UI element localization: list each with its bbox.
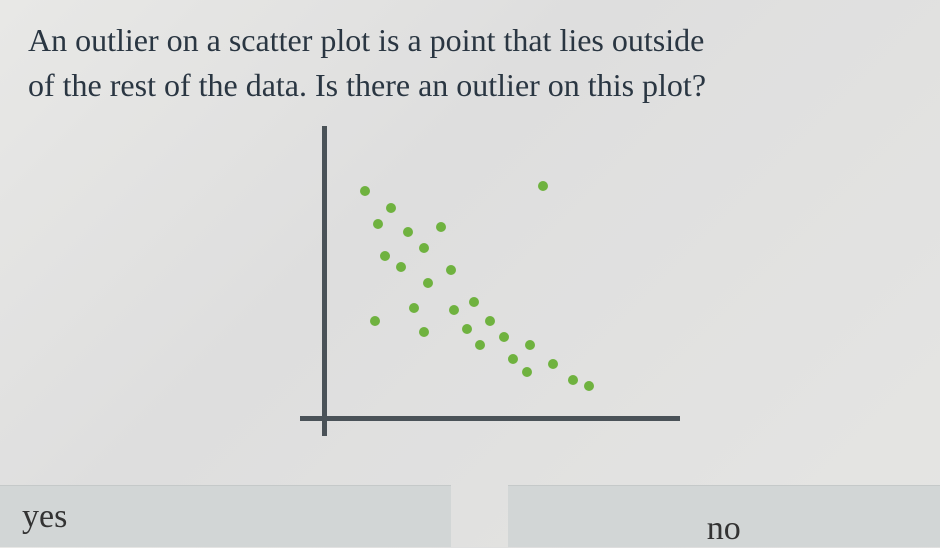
scatter-point [403, 227, 413, 237]
scatter-point [446, 265, 456, 275]
answer-no-label: no [707, 510, 741, 548]
scatter-point [419, 327, 429, 337]
scatter-point [522, 367, 532, 377]
scatter-point [436, 222, 446, 232]
scatter-point [423, 278, 433, 288]
scatter-point [380, 251, 390, 261]
answer-gap [451, 485, 507, 547]
scatter-point [475, 340, 485, 350]
scatter-point [386, 203, 396, 213]
scatter-point [548, 359, 558, 369]
scatter-point [409, 303, 419, 313]
scatter-plot [260, 126, 680, 466]
answer-yes-label: yes [22, 498, 67, 536]
scatter-point [538, 181, 548, 191]
scatter-point [419, 243, 429, 253]
question-line-2: of the rest of the data. Is there an out… [28, 67, 706, 103]
scatter-point [568, 375, 578, 385]
x-axis [300, 416, 680, 421]
scatter-point [360, 186, 370, 196]
question-line-1: An outlier on a scatter plot is a point … [28, 22, 704, 58]
scatter-point [449, 305, 459, 315]
scatter-point [469, 297, 479, 307]
question-text: An outlier on a scatter plot is a point … [0, 0, 940, 108]
scatter-point [373, 219, 383, 229]
answer-no-button[interactable]: no [508, 485, 940, 547]
y-axis [322, 126, 327, 436]
scatter-point [370, 316, 380, 326]
scatter-point [462, 324, 472, 334]
answer-row: yes no [0, 485, 940, 547]
scatter-point [499, 332, 509, 342]
scatter-point [485, 316, 495, 326]
scatter-point [396, 262, 406, 272]
scatter-point [584, 381, 594, 391]
scatter-plot-container [0, 126, 940, 466]
scatter-point [508, 354, 518, 364]
answer-yes-button[interactable]: yes [0, 485, 451, 547]
scatter-point [525, 340, 535, 350]
